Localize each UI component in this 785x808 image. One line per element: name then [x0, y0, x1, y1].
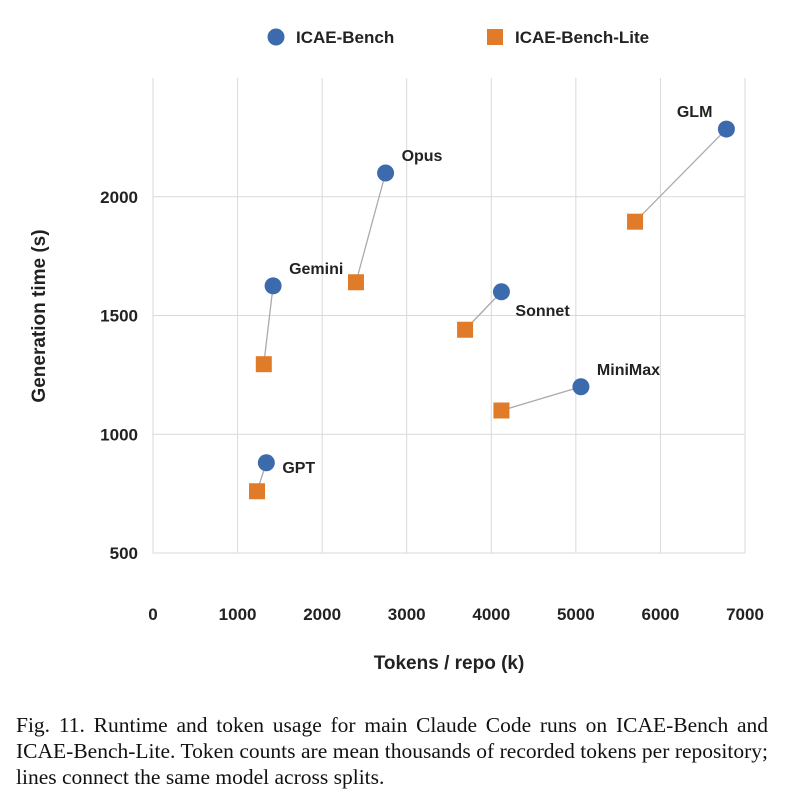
x-tick-label: 5000: [557, 605, 595, 624]
data-point-circle: [377, 164, 395, 182]
point-label: GPT: [282, 460, 315, 477]
scatter-chart: GPT Gemini Opus Sonnet MiniMax GLM 0 1000 2000 3…: [29, 28, 764, 674]
x-tick-label: 3000: [388, 605, 426, 624]
data-markers: [249, 120, 735, 500]
data-point-circle: [264, 277, 282, 295]
point-label: Opus: [402, 148, 443, 165]
y-tick-labels: 500 1000 1500 2000: [100, 188, 138, 563]
x-tick-label: 0: [148, 605, 157, 624]
figure-caption: Fig. 11. Runtime and token usage for mai…: [16, 713, 768, 789]
point-label: GLM: [677, 104, 713, 121]
x-tick-label: 4000: [472, 605, 510, 624]
data-point-square: [493, 402, 510, 419]
x-tick-label: 7000: [726, 605, 764, 624]
y-tick-label: 1000: [100, 425, 138, 444]
data-point-square: [255, 356, 272, 373]
data-point-circle: [717, 120, 735, 138]
y-axis-title: Generation time (s): [29, 229, 50, 402]
connector-line: [355, 172, 387, 283]
legend-label: ICAE-Bench-Lite: [515, 28, 649, 47]
data-point-circle: [492, 283, 510, 301]
legend-label: ICAE-Bench: [296, 28, 394, 47]
x-tick-label: 6000: [642, 605, 680, 624]
connector-line: [501, 386, 582, 412]
point-labels: GPT Gemini Opus Sonnet MiniMax GLM: [282, 104, 712, 477]
data-point-square: [249, 483, 266, 500]
y-tick-label: 1500: [100, 307, 138, 326]
connector-line: [263, 285, 274, 365]
legend: ICAE-Bench ICAE-Bench-Lite: [267, 28, 649, 47]
point-label: Gemini: [289, 261, 343, 278]
x-tick-label: 1000: [219, 605, 257, 624]
data-point-square: [347, 274, 364, 291]
x-tick-labels: 0 1000 2000 3000 4000 5000 6000 7000: [148, 605, 764, 624]
legend-marker-square: [487, 29, 503, 45]
point-label: Sonnet: [515, 303, 570, 320]
data-point-square: [627, 213, 644, 230]
x-tick-label: 2000: [303, 605, 341, 624]
gridlines: [152, 78, 746, 554]
legend-marker-circle: [267, 28, 285, 46]
data-point-circle: [572, 378, 590, 396]
x-axis-title: Tokens / repo (k): [374, 653, 525, 674]
data-point-circle: [257, 454, 275, 472]
data-point-square: [457, 321, 474, 338]
connector-line: [634, 128, 727, 223]
y-tick-label: 2000: [100, 188, 138, 207]
point-label: MiniMax: [597, 362, 660, 379]
y-tick-label: 500: [110, 544, 138, 563]
